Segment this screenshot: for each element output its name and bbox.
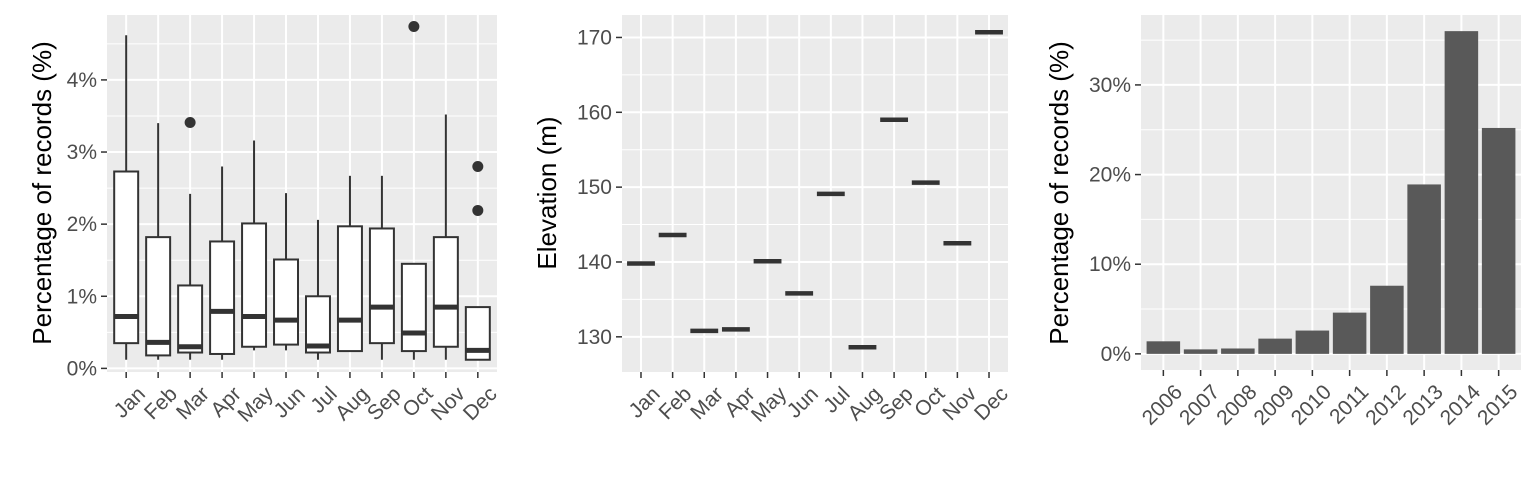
box-iqr xyxy=(145,236,172,357)
yearly-record-percentage-bar-chart: 0%10%20%30%20062007200820092010201120122… xyxy=(1044,15,1522,430)
box-aug xyxy=(336,175,363,353)
outlier-point xyxy=(472,204,484,216)
box-feb xyxy=(145,123,172,360)
plot-background xyxy=(107,15,497,372)
box-iqr xyxy=(209,240,236,355)
outlier-point xyxy=(184,116,196,128)
x-tick-label: 2006 xyxy=(1138,380,1187,429)
outlier-point xyxy=(472,160,484,172)
bar-2012 xyxy=(1370,285,1404,354)
x-tick-label: 2015 xyxy=(1473,380,1522,429)
x-tick-label: 2011 xyxy=(1325,380,1373,428)
box-iqr xyxy=(400,262,427,353)
box-iqr xyxy=(464,306,491,361)
outlier-point xyxy=(408,21,420,33)
bar-2015 xyxy=(1481,127,1516,354)
box-iqr xyxy=(273,258,300,346)
y-tick-label: 150 xyxy=(577,176,612,199)
bar-2011 xyxy=(1332,312,1367,354)
y-tick-label: 140 xyxy=(577,251,612,274)
y-tick-label: 10% xyxy=(1089,253,1131,276)
box-mar xyxy=(177,116,204,360)
box-iqr xyxy=(177,284,204,354)
x-tick-label: Jun xyxy=(270,382,310,422)
x-tick-label: Jun xyxy=(783,382,823,422)
monthly-elevation-chart: 130140150160170JanFebMarAprMayJunJulAugS… xyxy=(532,15,1013,427)
x-tick-label: 2010 xyxy=(1287,380,1336,429)
y-tick-label: 130 xyxy=(577,326,612,349)
box-iqr xyxy=(113,170,140,345)
bar-2008 xyxy=(1221,348,1255,354)
monthly-record-percentage-boxplot: 0%1%2%3%4%JanFebMarAprMayJunJulAugSepOct… xyxy=(27,15,502,427)
box-iqr xyxy=(304,295,331,354)
box-apr xyxy=(209,166,236,360)
bar-2009 xyxy=(1258,338,1292,354)
box-iqr xyxy=(368,227,395,345)
x-tick-label: 2014 xyxy=(1436,380,1486,430)
y-axis-title: Percentage of records (%) xyxy=(1044,41,1074,344)
y-tick-label: 3% xyxy=(67,141,97,164)
plot-background xyxy=(622,15,1008,372)
bar-2014 xyxy=(1444,31,1479,354)
y-axis-title: Elevation (m) xyxy=(532,116,562,269)
bar-2010 xyxy=(1295,330,1330,354)
y-tick-label: 2% xyxy=(67,213,97,236)
y-tick-label: 20% xyxy=(1089,164,1131,187)
box-oct xyxy=(400,21,427,360)
x-tick-label: Dec xyxy=(459,382,502,425)
x-tick-label: Dec xyxy=(970,382,1013,425)
x-tick-label: 2012 xyxy=(1361,380,1410,429)
x-tick-label: 2009 xyxy=(1250,380,1299,429)
box-nov xyxy=(432,114,459,360)
y-tick-label: 30% xyxy=(1089,74,1131,97)
y-tick-label: 170 xyxy=(577,26,612,49)
box-dec xyxy=(464,160,491,361)
bar-2007 xyxy=(1183,349,1218,354)
y-tick-label: 4% xyxy=(67,69,97,92)
x-tick-label: 2008 xyxy=(1212,380,1261,429)
bar-2013 xyxy=(1407,184,1441,354)
box-jun xyxy=(273,193,300,351)
box-sep xyxy=(368,175,395,360)
x-tick-label: Oct xyxy=(910,382,949,421)
box-iqr xyxy=(432,236,459,348)
x-tick-label: Jan xyxy=(110,382,150,422)
y-axis-title: Percentage of records (%) xyxy=(27,41,57,344)
y-tick-label: 160 xyxy=(577,101,612,124)
bar-2006 xyxy=(1146,341,1181,354)
y-tick-label: 1% xyxy=(67,285,97,308)
x-tick-label: 2007 xyxy=(1175,380,1224,429)
box-jan xyxy=(113,35,140,360)
y-tick-label: 0% xyxy=(67,357,97,380)
y-tick-label: 0% xyxy=(1101,343,1131,366)
box-iqr xyxy=(336,225,363,353)
x-tick-label: 2013 xyxy=(1399,380,1448,429)
box-jul xyxy=(304,219,331,360)
box-iqr xyxy=(241,222,268,348)
x-tick-label: Oct xyxy=(398,382,437,421)
box-may xyxy=(241,140,268,351)
